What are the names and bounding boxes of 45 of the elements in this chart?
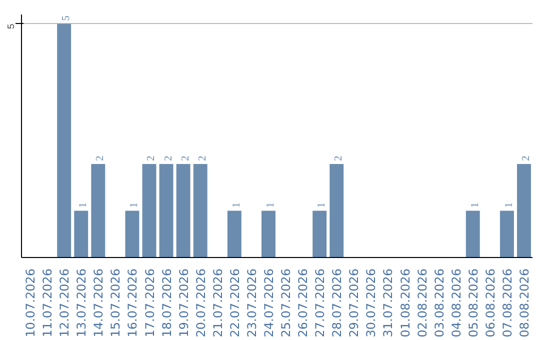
data-label: 1 <box>504 202 515 208</box>
x-tick-label: 30.07.2026 <box>364 268 378 338</box>
x-tick-label: 20.07.2026 <box>194 268 208 338</box>
x-tick-label: 15.07.2026 <box>108 268 123 338</box>
data-label: 2 <box>180 156 192 162</box>
data-label: 1 <box>316 202 328 208</box>
x-tick-label: 14.07.2026 <box>92 268 106 338</box>
x-tick-label: 19.07.2026 <box>176 268 191 338</box>
x-tick-label: 24.07.2026 <box>262 268 276 338</box>
data-label: 1 <box>129 202 140 208</box>
data-label: 2 <box>163 156 174 162</box>
x-tick-label: 22.07.2026 <box>228 268 242 338</box>
x-tick-label: 28.07.2026 <box>330 268 344 338</box>
x-tick-label: 29.07.2026 <box>347 268 362 338</box>
x-tick-label: 04.08.2026 <box>449 268 464 338</box>
x-tick-label: 31.07.2026 <box>381 268 396 338</box>
x-tick-label: 13.07.2026 <box>74 268 89 338</box>
x-tick-label: 27.07.2026 <box>313 268 328 338</box>
x-tick-label: 03.08.2026 <box>432 268 446 338</box>
data-label: 2 <box>334 156 345 162</box>
x-tick-label: 05.08.2026 <box>466 268 480 338</box>
x-tick-label: 17.07.2026 <box>142 268 157 338</box>
data-label: 2 <box>95 156 106 162</box>
x-tick-label: 01.08.2026 <box>398 268 412 338</box>
data-label: 5 <box>61 16 72 21</box>
data-label: 2 <box>146 156 158 162</box>
x-tick-label: 25.07.2026 <box>279 268 294 338</box>
x-tick-label: 12.07.2026 <box>58 268 72 338</box>
data-label: 2 <box>197 156 208 162</box>
data-label: 2 <box>520 156 532 162</box>
x-tick-label: 16.07.2026 <box>126 268 140 338</box>
x-tick-label: 21.07.2026 <box>210 268 225 338</box>
x-tick-label: 06.08.2026 <box>483 268 498 338</box>
data-label: 1 <box>231 202 242 208</box>
x-tick-label: 08.08.2026 <box>517 268 532 338</box>
x-tick-label: 10.07.2026 <box>24 268 38 338</box>
x-tick-label: 23.07.2026 <box>244 268 259 338</box>
x-tick-label: 26.07.2026 <box>296 268 310 338</box>
x-tick-label: 11.07.2026 <box>40 268 55 338</box>
x-tick-label: 07.08.2026 <box>500 268 514 338</box>
x-tick-label: 02.08.2026 <box>415 268 430 338</box>
data-label: 1 <box>470 202 481 208</box>
data-label: 1 <box>78 202 90 208</box>
x-tick-label: 18.07.2026 <box>160 268 174 338</box>
data-label: 1 <box>265 202 276 208</box>
